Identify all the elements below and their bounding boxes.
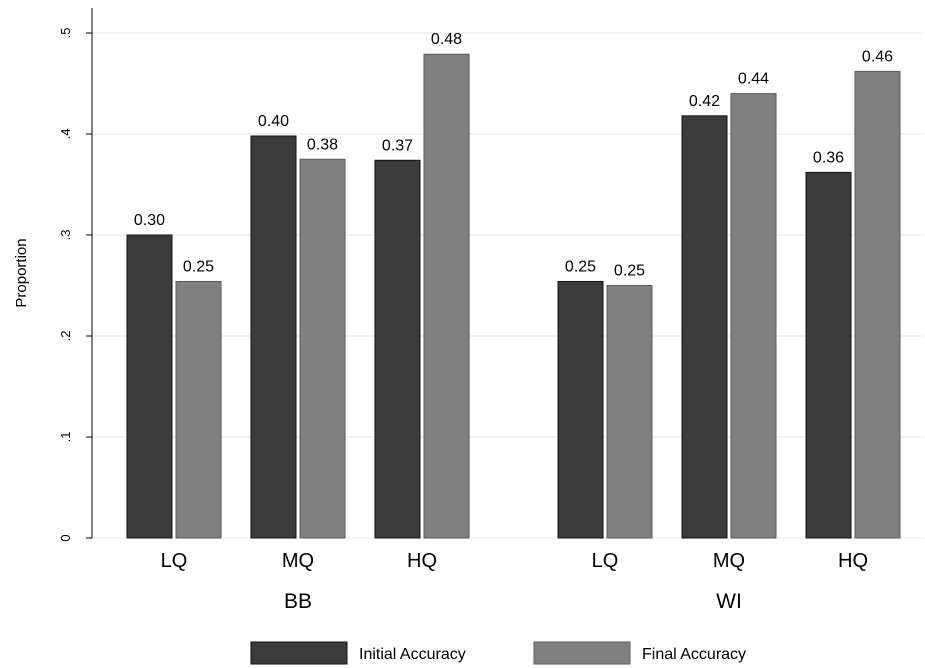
bar-value-label: 0.25 — [183, 258, 214, 275]
bar-value-label: 0.37 — [382, 137, 413, 154]
bar-initial-2 — [374, 159, 421, 539]
y-axis-ticks: 0 .1 .2 .3 .4 .5 — [58, 28, 92, 542]
bar-value-label: 0.40 — [258, 113, 289, 130]
group-labels: BB WI — [284, 590, 742, 613]
category-label: MQ — [713, 550, 745, 572]
legend-swatch — [250, 641, 348, 665]
category-label: MQ — [282, 550, 314, 572]
gridlines — [92, 32, 923, 539]
bar-final-1 — [299, 158, 346, 539]
group-label: BB — [284, 590, 312, 613]
bar-value-label: 0.48 — [431, 31, 462, 48]
y-tick-label: .3 — [58, 230, 73, 241]
bar-final-3 — [606, 285, 653, 539]
bar-value-label: 0.30 — [134, 212, 165, 229]
bar-initial-0 — [126, 234, 173, 539]
y-axis-title: Proportion — [13, 238, 30, 307]
bar-initial-5 — [805, 171, 852, 539]
bar-initial-1 — [250, 135, 297, 539]
bar-value-label: 0.38 — [307, 136, 338, 153]
bar-final-0 — [175, 280, 222, 539]
category-labels: LQ MQ HQ LQ MQ HQ — [161, 550, 868, 572]
category-label: HQ — [838, 550, 868, 572]
bars — [126, 53, 901, 539]
category-label: LQ — [161, 550, 188, 572]
bar-final-4 — [730, 93, 777, 539]
y-tick-label: .2 — [58, 331, 73, 342]
legend-label: Initial Accuracy — [359, 646, 466, 663]
y-tick-label: .5 — [58, 28, 73, 39]
y-tick-label: .4 — [58, 129, 73, 140]
bar-value-label: 0.42 — [689, 93, 720, 110]
bar-initial-3 — [557, 280, 604, 539]
bar-value-label: 0.25 — [565, 258, 596, 275]
bar-value-label: 0.25 — [614, 263, 645, 280]
legend-swatch — [533, 641, 631, 665]
category-label: HQ — [407, 550, 437, 572]
group-label: WI — [716, 590, 742, 613]
y-tick-label: .1 — [58, 432, 73, 443]
y-tick-label: 0 — [58, 534, 73, 541]
legend-label: Final Accuracy — [642, 646, 746, 663]
bar-value-label: 0.44 — [738, 71, 769, 88]
value-labels: 0.30 0.40 0.37 0.25 0.42 0.36 0.25 0.38 0.48 0.25… — [134, 31, 893, 279]
bar-final-2 — [423, 53, 470, 539]
category-label: LQ — [592, 550, 619, 572]
bar-value-label: 0.46 — [862, 48, 893, 65]
bar-final-5 — [854, 70, 901, 539]
bar-initial-4 — [681, 115, 728, 539]
bar-value-label: 0.36 — [813, 149, 844, 166]
legend: Initial Accuracy Final Accuracy — [250, 641, 746, 665]
